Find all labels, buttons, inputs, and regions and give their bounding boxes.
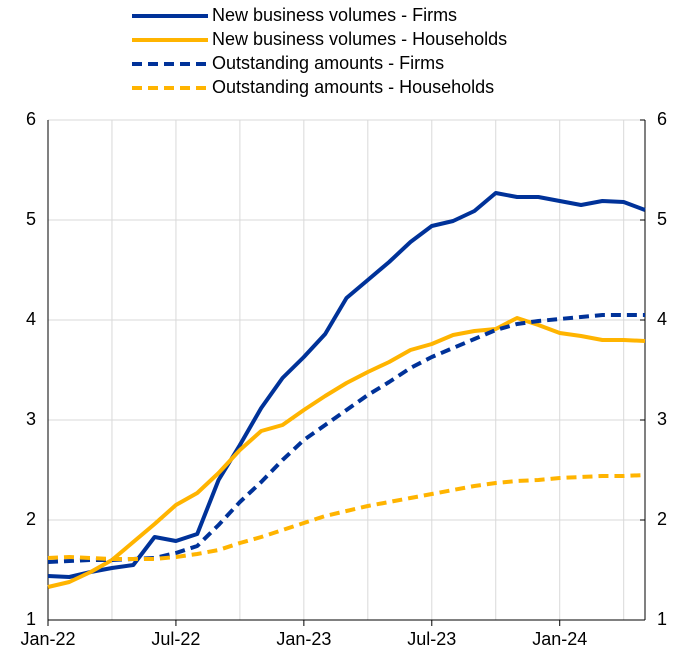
y2-tick-label: 5 bbox=[657, 209, 667, 229]
series-line bbox=[47, 191, 646, 579]
y2-tick-label: 3 bbox=[657, 409, 667, 429]
y-tick-label: 6 bbox=[26, 109, 36, 129]
legend-label: New business volumes - Firms bbox=[212, 5, 457, 25]
legend-label: Outstanding amounts - Firms bbox=[212, 53, 444, 73]
y2-tick-label: 4 bbox=[657, 309, 667, 329]
x-tick-label: Jan-22 bbox=[20, 629, 75, 649]
y-tick-label: 1 bbox=[26, 609, 36, 629]
x-tick-label: Jan-24 bbox=[532, 629, 587, 649]
x-tick-label: Jul-22 bbox=[151, 629, 200, 649]
x-tick-label: Jan-23 bbox=[276, 629, 331, 649]
y2-tick-label: 2 bbox=[657, 509, 667, 529]
y-tick-label: 2 bbox=[26, 509, 36, 529]
series-line bbox=[47, 473, 646, 561]
y-tick-label: 4 bbox=[26, 309, 36, 329]
y2-tick-label: 6 bbox=[657, 109, 667, 129]
series-line bbox=[47, 313, 645, 564]
y2-tick-label: 1 bbox=[657, 609, 667, 629]
series-line bbox=[47, 316, 646, 589]
x-tick-label: Jul-23 bbox=[407, 629, 456, 649]
legend-label: Outstanding amounts - Households bbox=[212, 77, 494, 97]
legend-label: New business volumes - Households bbox=[212, 29, 507, 49]
y-tick-label: 5 bbox=[26, 209, 36, 229]
y-tick-label: 3 bbox=[26, 409, 36, 429]
